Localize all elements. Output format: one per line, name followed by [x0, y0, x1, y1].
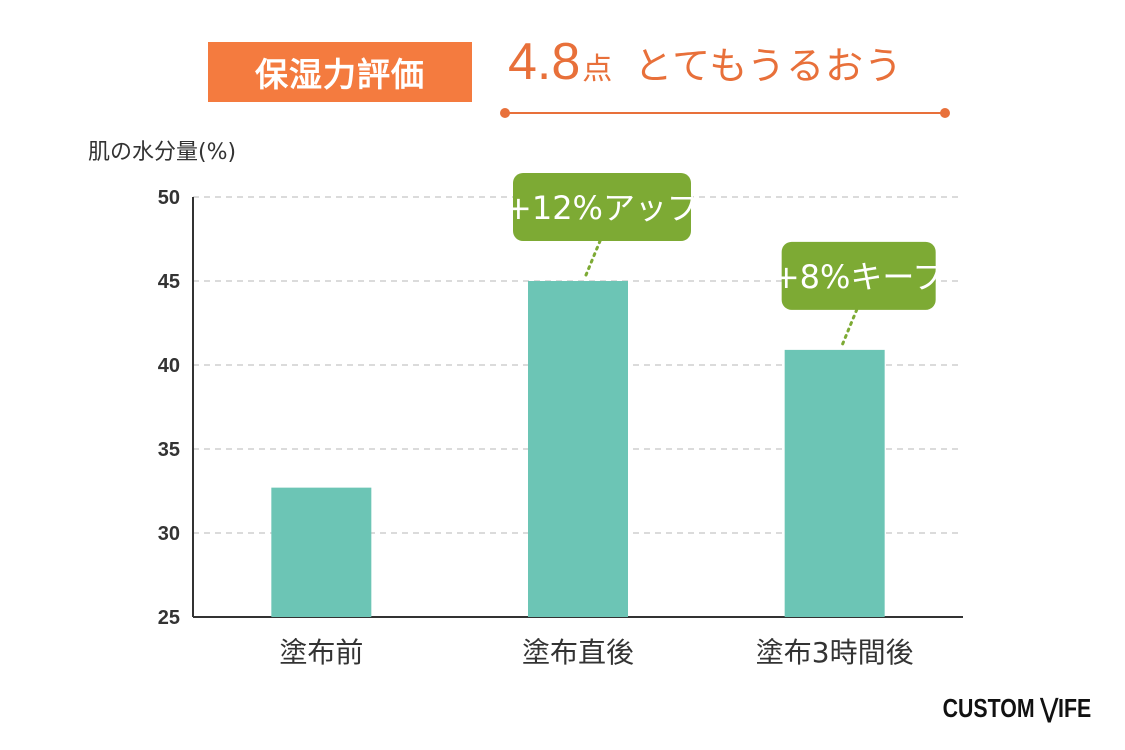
callout-pointer — [841, 308, 859, 346]
y-tick-label: 50 — [158, 187, 180, 209]
bar — [271, 487, 372, 617]
underline-dot-left — [500, 108, 510, 118]
callout-label: +12%アップ — [505, 189, 699, 227]
score-value: 4.8 — [508, 33, 581, 91]
x-tick-label: 塗布前 — [279, 636, 363, 669]
y-axis-label: 肌の水分量(%) — [88, 140, 237, 165]
score-text: 4.8 点 とてもうるおう — [508, 32, 903, 92]
callout-box — [781, 241, 936, 310]
x-tick-label: 塗布3時間後 — [756, 636, 914, 669]
bar — [784, 349, 885, 617]
x-tick-label: 塗布直後 — [522, 636, 634, 669]
y-tick-label: 40 — [158, 355, 180, 377]
score-underline — [506, 112, 944, 114]
y-tick-label: 45 — [158, 271, 180, 293]
badge-label: 保湿力評価 — [255, 55, 425, 94]
callout-pointer — [584, 239, 602, 277]
score-header: 4.8 点 とてもうるおう — [500, 28, 950, 118]
score-unit: 点 — [582, 52, 613, 87]
callout-box — [513, 173, 691, 241]
score-comment: とてもうるおう — [634, 44, 904, 88]
y-tick-label: 35 — [158, 439, 180, 461]
evaluation-badge: 保湿力評価 — [208, 42, 472, 102]
y-tick-label: 25 — [158, 607, 180, 629]
bar — [528, 281, 628, 617]
underline-dot-right — [940, 108, 950, 118]
callout-label: +8%キープ — [773, 258, 945, 296]
brand-logo: CUSTOM ⋁IFE — [942, 693, 1091, 723]
y-tick-label: 30 — [158, 523, 180, 545]
